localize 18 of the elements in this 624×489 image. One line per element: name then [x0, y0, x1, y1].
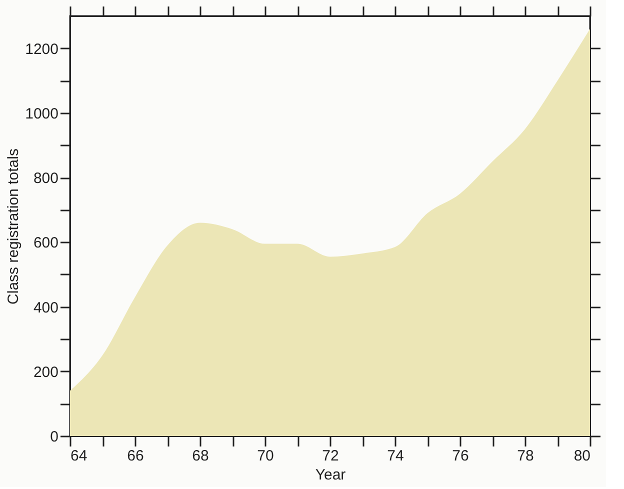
x-tick-label: 74: [387, 448, 404, 464]
x-tick-label: 80: [574, 448, 590, 464]
y-tick-label: 1200: [25, 40, 58, 58]
x-tick-label: 64: [70, 448, 88, 464]
y-tick-label: 200: [33, 364, 58, 381]
x-axis-title: Year: [315, 466, 346, 484]
y-axis-title: Class registration totals: [5, 148, 22, 304]
x-tick-label: 78: [517, 448, 534, 464]
x-tick-label: 72: [322, 448, 339, 464]
x-tick-label: 66: [127, 448, 144, 464]
x-tick-label: 76: [452, 448, 469, 464]
y-tick-label: 0: [50, 428, 58, 446]
x-tick-label: 68: [192, 448, 209, 464]
x-tick-label: 70: [257, 448, 274, 464]
y-tick-label: 1000: [25, 105, 58, 122]
y-tick-label: 600: [33, 234, 58, 252]
y-tick-label: 800: [33, 170, 58, 188]
y-tick-label: 400: [33, 299, 58, 316]
